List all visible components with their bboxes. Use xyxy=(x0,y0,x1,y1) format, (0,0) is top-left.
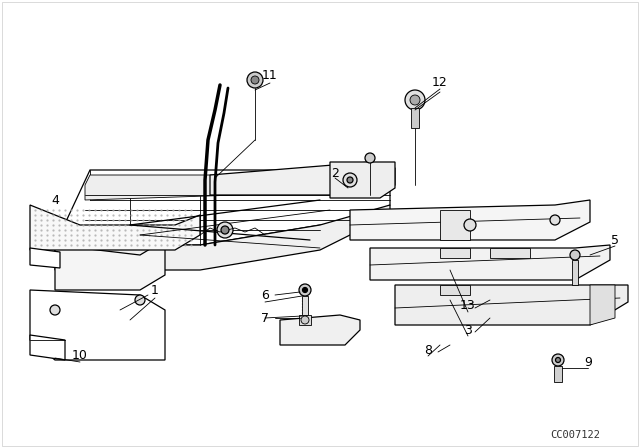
Polygon shape xyxy=(440,210,470,240)
Circle shape xyxy=(299,284,311,296)
Polygon shape xyxy=(55,170,390,245)
Text: 12: 12 xyxy=(432,76,448,89)
Circle shape xyxy=(301,316,309,324)
Text: 8: 8 xyxy=(424,344,432,357)
Text: 13: 13 xyxy=(460,298,476,311)
Circle shape xyxy=(343,173,357,187)
Text: 1: 1 xyxy=(151,284,159,297)
Polygon shape xyxy=(299,315,311,325)
Circle shape xyxy=(50,305,60,315)
Text: CC007122: CC007122 xyxy=(550,430,600,440)
Polygon shape xyxy=(370,245,610,280)
Polygon shape xyxy=(490,248,530,258)
Polygon shape xyxy=(554,366,562,382)
Circle shape xyxy=(303,288,307,293)
Polygon shape xyxy=(590,285,615,325)
Text: 4: 4 xyxy=(51,194,59,207)
Polygon shape xyxy=(55,240,165,290)
Circle shape xyxy=(552,354,564,366)
Circle shape xyxy=(251,76,259,84)
Circle shape xyxy=(405,90,425,110)
Circle shape xyxy=(410,95,420,105)
Circle shape xyxy=(550,215,560,225)
Polygon shape xyxy=(440,248,470,258)
Text: 3: 3 xyxy=(464,323,472,336)
Circle shape xyxy=(221,226,229,234)
Polygon shape xyxy=(30,248,60,268)
Polygon shape xyxy=(30,335,65,360)
Text: 2: 2 xyxy=(331,167,339,180)
Circle shape xyxy=(365,153,375,163)
Text: 11: 11 xyxy=(262,69,278,82)
Polygon shape xyxy=(30,290,165,360)
Text: 10: 10 xyxy=(72,349,88,362)
Polygon shape xyxy=(280,315,360,345)
Text: 7: 7 xyxy=(261,311,269,324)
Circle shape xyxy=(570,250,580,260)
Polygon shape xyxy=(85,175,390,200)
Polygon shape xyxy=(395,285,628,325)
Text: 5: 5 xyxy=(611,233,619,246)
Circle shape xyxy=(247,72,263,88)
Polygon shape xyxy=(350,200,590,240)
Polygon shape xyxy=(330,162,395,198)
Circle shape xyxy=(135,295,145,305)
Polygon shape xyxy=(55,205,390,270)
Circle shape xyxy=(556,358,561,362)
Text: 6: 6 xyxy=(261,289,269,302)
Circle shape xyxy=(347,177,353,183)
Circle shape xyxy=(464,219,476,231)
Text: 9: 9 xyxy=(584,356,592,369)
Polygon shape xyxy=(572,260,578,285)
Polygon shape xyxy=(440,285,470,295)
Polygon shape xyxy=(30,205,200,250)
Polygon shape xyxy=(210,162,395,195)
Polygon shape xyxy=(411,108,419,128)
Polygon shape xyxy=(302,296,308,315)
Circle shape xyxy=(217,222,233,238)
